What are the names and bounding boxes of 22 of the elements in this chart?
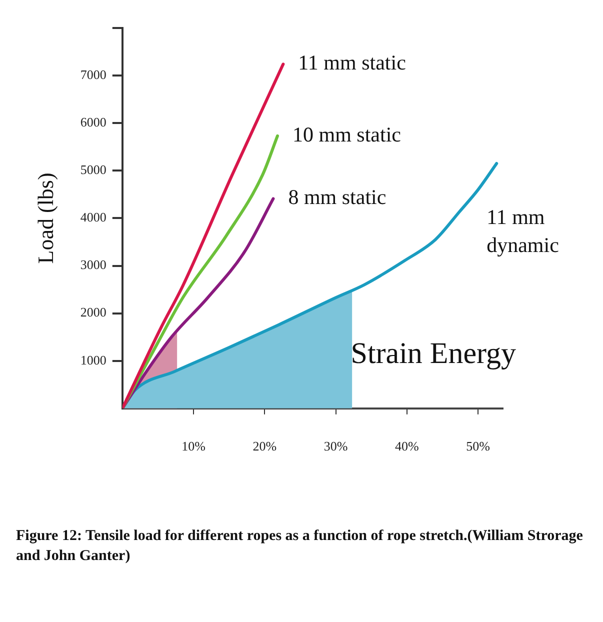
y-tick-label: 1000 — [80, 352, 106, 368]
series-label: 8 mm static — [288, 185, 386, 210]
caption: Figure 12: Tensile load for different ropes as a function of rope stretch.(William Strorage and John Ganter) — [16, 527, 584, 566]
line-series — [122, 134, 279, 408]
x-tick-label: 20% — [252, 438, 277, 454]
y-tick-label: 4000 — [80, 210, 106, 225]
series-label: 11 mm dynamic — [486, 205, 559, 258]
line-series — [122, 197, 275, 408]
series-label: 11 mm static — [298, 50, 406, 75]
annotation: Strain Energy — [350, 337, 516, 370]
y-tick-label: 6000 — [80, 114, 106, 130]
y-tick-label: 7000 — [80, 66, 106, 82]
line-series — [122, 62, 285, 408]
y-tick-label: 2000 — [80, 304, 106, 320]
y-tick-label: 5000 — [80, 162, 106, 178]
series-label: 10 mm static — [292, 122, 401, 146]
y-tick-label: 3000 — [80, 257, 106, 272]
x-tick-label: 40% — [395, 438, 420, 454]
x-tick-label: 30% — [324, 438, 348, 454]
x-tick-label: 50% — [466, 438, 490, 454]
y-axis-title: Load (lbs) — [32, 172, 58, 264]
x-tick-label: 10% — [182, 438, 206, 454]
